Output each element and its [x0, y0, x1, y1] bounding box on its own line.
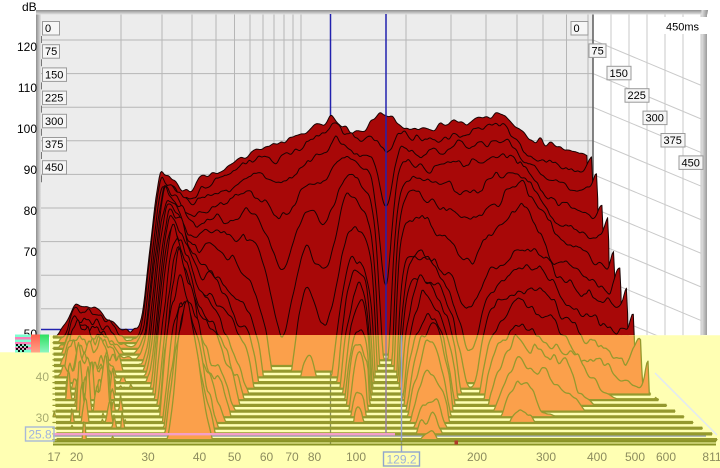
svg-text:75: 75 [45, 46, 57, 58]
svg-text:30: 30 [141, 450, 155, 464]
svg-text:80: 80 [308, 450, 322, 464]
svg-text:225: 225 [628, 90, 646, 102]
svg-text:0: 0 [45, 23, 51, 35]
svg-text:25.8: 25.8 [28, 428, 52, 442]
svg-text:20: 20 [70, 450, 84, 464]
svg-text:17: 17 [47, 450, 61, 464]
svg-text:70: 70 [285, 450, 299, 464]
svg-text:110: 110 [18, 81, 37, 95]
svg-text:30: 30 [36, 411, 50, 425]
svg-text:400: 400 [587, 450, 607, 464]
svg-text:dB: dB [22, 0, 37, 14]
svg-text:300: 300 [45, 116, 63, 128]
svg-text:40: 40 [36, 370, 50, 384]
svg-text:60: 60 [260, 450, 274, 464]
svg-text:90: 90 [24, 163, 38, 177]
svg-text:50: 50 [228, 450, 242, 464]
svg-text:300: 300 [646, 113, 664, 125]
svg-text:600: 600 [656, 450, 676, 464]
svg-text:450ms: 450ms [666, 22, 700, 34]
svg-text:70: 70 [24, 245, 38, 259]
svg-text:225: 225 [45, 93, 63, 105]
svg-text:60: 60 [24, 286, 38, 300]
svg-text:40: 40 [193, 450, 207, 464]
svg-text:100: 100 [17, 122, 37, 136]
svg-text:811: 811 [702, 450, 720, 464]
svg-text:120: 120 [17, 40, 37, 54]
svg-text:129.2: 129.2 [386, 453, 416, 467]
svg-text:100: 100 [346, 450, 366, 464]
svg-text:375: 375 [664, 135, 682, 147]
svg-text:500: 500 [625, 450, 645, 464]
svg-text:150: 150 [45, 69, 63, 81]
svg-text:300: 300 [536, 450, 556, 464]
svg-text:375: 375 [45, 139, 63, 151]
svg-text:0: 0 [574, 23, 580, 35]
svg-text:450: 450 [682, 157, 700, 169]
svg-text:200: 200 [467, 450, 487, 464]
svg-text:450: 450 [45, 162, 63, 174]
svg-text:75: 75 [592, 45, 604, 57]
svg-text:150: 150 [610, 68, 628, 80]
svg-text:80: 80 [24, 204, 38, 218]
